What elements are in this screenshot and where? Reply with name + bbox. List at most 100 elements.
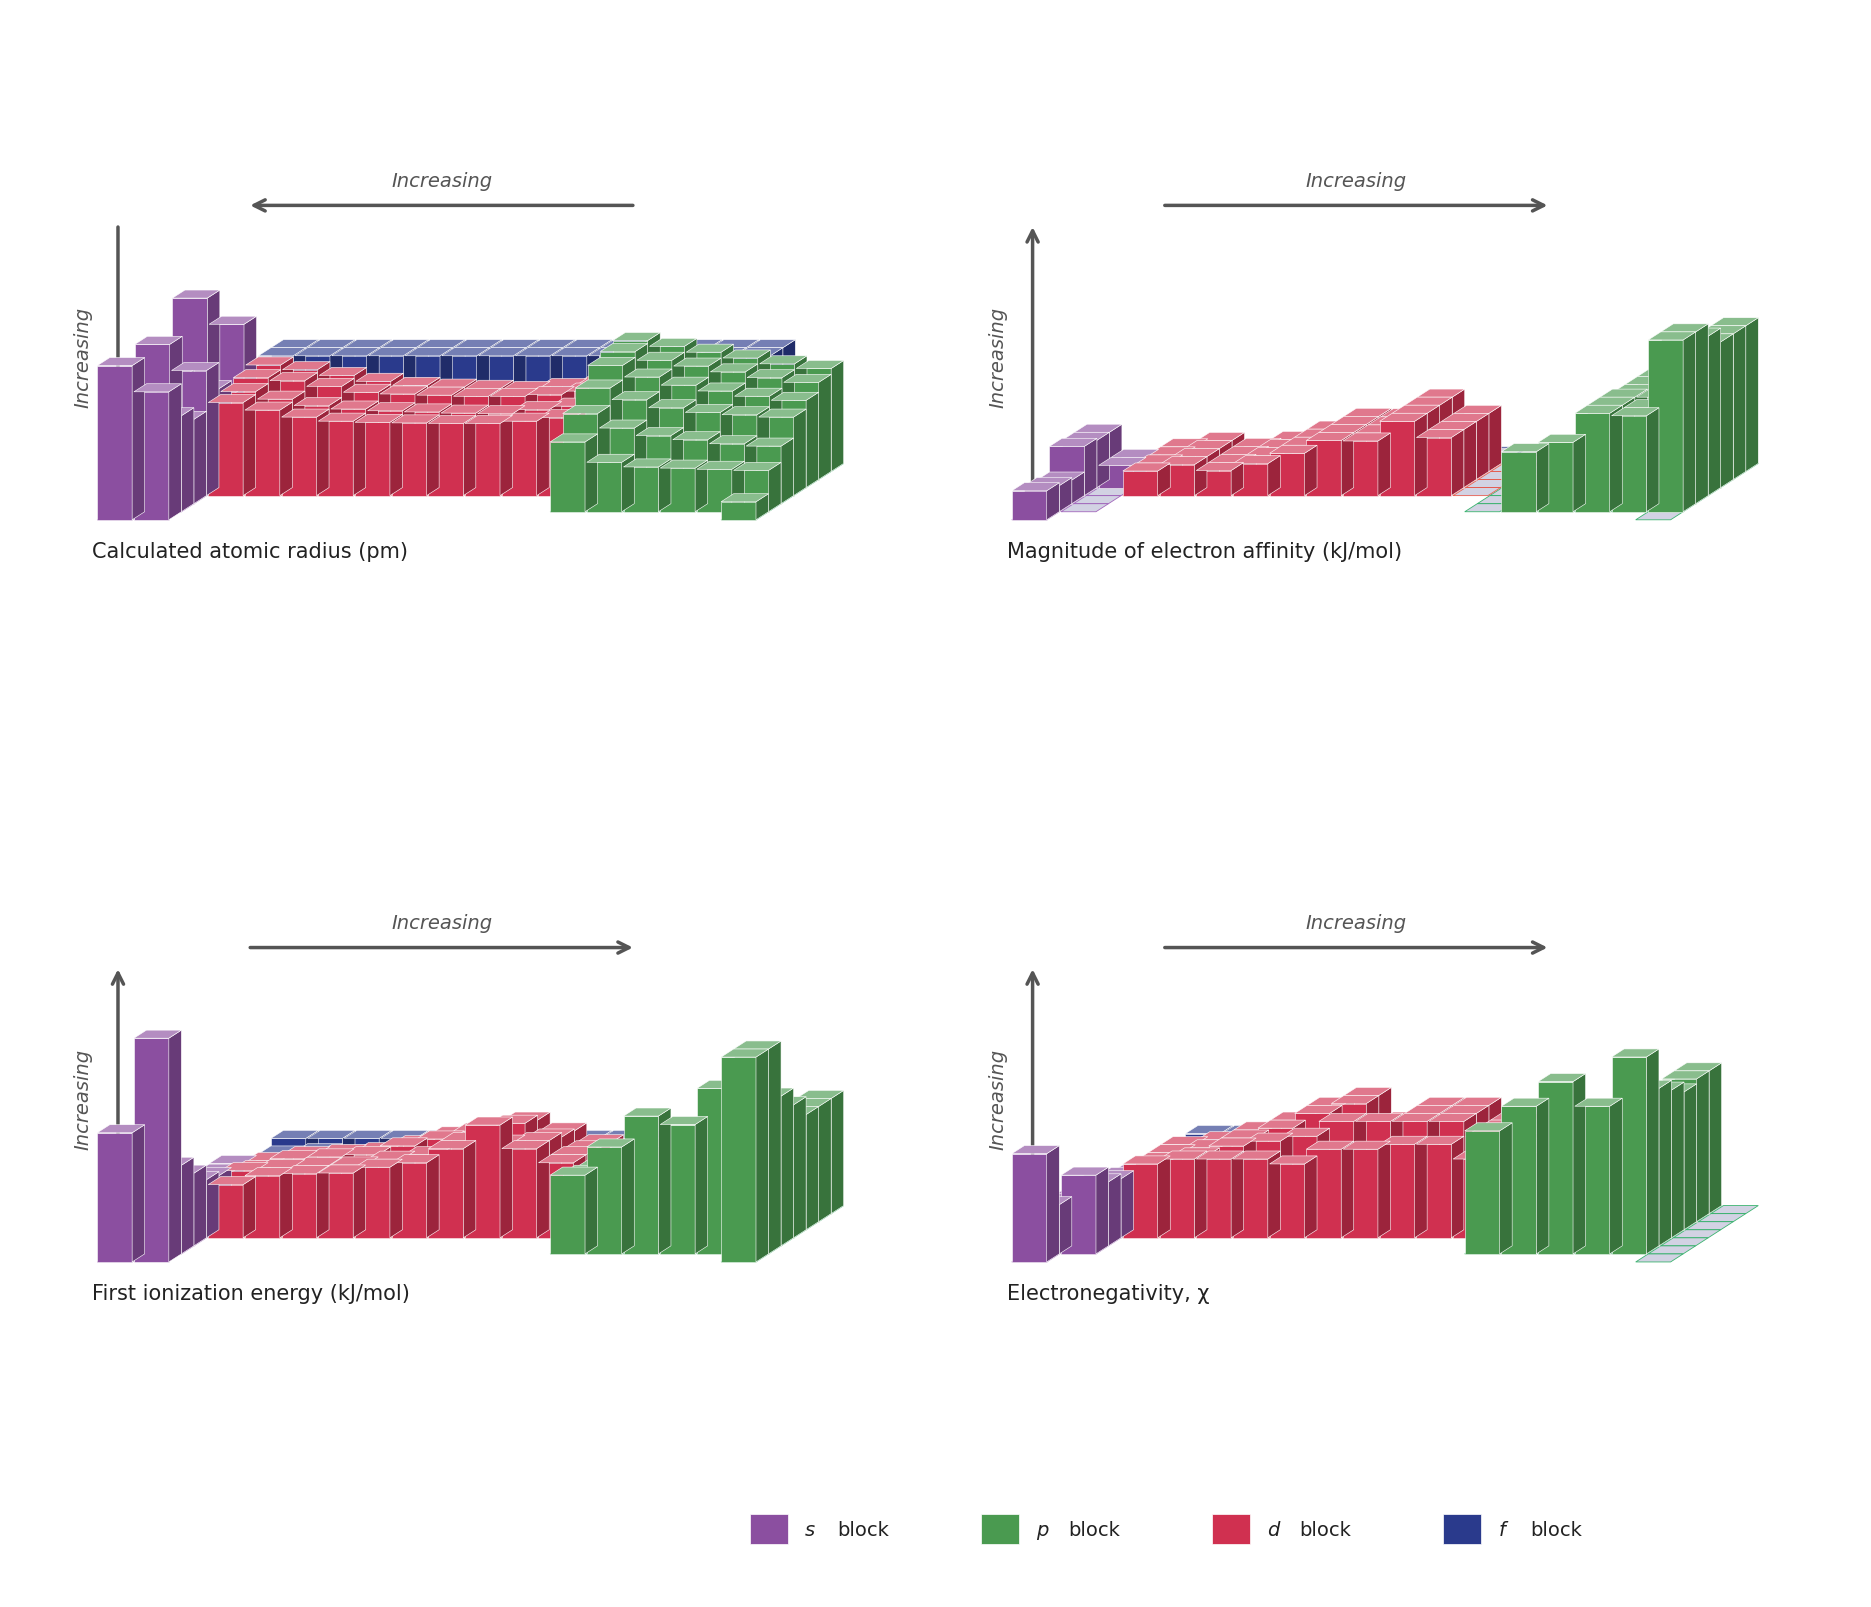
Polygon shape — [1660, 1091, 1673, 1221]
Polygon shape — [500, 416, 513, 497]
Polygon shape — [1671, 391, 1684, 497]
Polygon shape — [1527, 1117, 1575, 1125]
Polygon shape — [732, 461, 745, 513]
Polygon shape — [1222, 1127, 1270, 1135]
Polygon shape — [1343, 1088, 1392, 1096]
Polygon shape — [1295, 1213, 1342, 1221]
Polygon shape — [344, 1155, 378, 1221]
Polygon shape — [748, 1139, 782, 1197]
Polygon shape — [1635, 1102, 1648, 1213]
Polygon shape — [806, 394, 819, 489]
Polygon shape — [685, 1138, 733, 1146]
Polygon shape — [1564, 464, 1611, 472]
Polygon shape — [1416, 1136, 1463, 1144]
Polygon shape — [1319, 456, 1368, 464]
Polygon shape — [698, 1144, 733, 1229]
Polygon shape — [466, 416, 513, 424]
Polygon shape — [733, 349, 747, 464]
Polygon shape — [1209, 480, 1255, 489]
Polygon shape — [1527, 1205, 1575, 1213]
Polygon shape — [1562, 489, 1611, 497]
Polygon shape — [1231, 463, 1244, 497]
Polygon shape — [1429, 1114, 1476, 1122]
Polygon shape — [552, 480, 599, 489]
Polygon shape — [415, 387, 427, 480]
Polygon shape — [760, 357, 806, 365]
Polygon shape — [563, 1173, 597, 1245]
Polygon shape — [442, 456, 488, 464]
Polygon shape — [440, 349, 453, 464]
Polygon shape — [232, 387, 243, 480]
Polygon shape — [292, 392, 305, 489]
Polygon shape — [1575, 1099, 1622, 1107]
Polygon shape — [417, 1131, 466, 1139]
Polygon shape — [1222, 447, 1269, 455]
Polygon shape — [528, 1131, 574, 1139]
Polygon shape — [1186, 1189, 1233, 1197]
Polygon shape — [636, 1146, 672, 1245]
Polygon shape — [307, 1157, 342, 1221]
Polygon shape — [195, 382, 208, 480]
Polygon shape — [501, 1141, 550, 1149]
Polygon shape — [1306, 432, 1317, 472]
Polygon shape — [1516, 1120, 1562, 1128]
Polygon shape — [760, 464, 806, 472]
Polygon shape — [477, 480, 526, 489]
Polygon shape — [552, 399, 599, 407]
Polygon shape — [1577, 1135, 1624, 1143]
Polygon shape — [1209, 1144, 1220, 1205]
Polygon shape — [574, 379, 587, 472]
Polygon shape — [1392, 480, 1439, 489]
Polygon shape — [1502, 1139, 1551, 1147]
Polygon shape — [490, 1115, 537, 1123]
Polygon shape — [355, 382, 391, 472]
Polygon shape — [501, 1149, 537, 1237]
Polygon shape — [563, 497, 610, 505]
Polygon shape — [296, 1152, 329, 1205]
Polygon shape — [674, 472, 720, 480]
Polygon shape — [1319, 1152, 1355, 1205]
Polygon shape — [709, 1131, 720, 1221]
Polygon shape — [1635, 513, 1684, 521]
Polygon shape — [404, 349, 415, 464]
Polygon shape — [367, 403, 415, 411]
Polygon shape — [183, 480, 232, 489]
Polygon shape — [1587, 1237, 1635, 1245]
Polygon shape — [1063, 1221, 1110, 1229]
Polygon shape — [636, 1144, 685, 1152]
Polygon shape — [294, 407, 329, 489]
Polygon shape — [1087, 489, 1134, 497]
Polygon shape — [453, 1131, 488, 1221]
Polygon shape — [296, 1144, 342, 1152]
Polygon shape — [574, 1229, 623, 1237]
Polygon shape — [1637, 1091, 1673, 1213]
Polygon shape — [1282, 447, 1317, 489]
Polygon shape — [355, 415, 402, 423]
Polygon shape — [1037, 1194, 1085, 1202]
Polygon shape — [597, 1165, 610, 1245]
Polygon shape — [1160, 1136, 1209, 1146]
Polygon shape — [1588, 432, 1635, 440]
Polygon shape — [526, 1115, 537, 1221]
Polygon shape — [528, 1189, 574, 1197]
Polygon shape — [1454, 1159, 1487, 1237]
Polygon shape — [552, 407, 586, 489]
Polygon shape — [1602, 432, 1635, 472]
Polygon shape — [1270, 1229, 1317, 1237]
Polygon shape — [378, 386, 391, 480]
Polygon shape — [490, 448, 539, 456]
Polygon shape — [747, 447, 780, 505]
Polygon shape — [561, 1130, 574, 1221]
Polygon shape — [1370, 1127, 1416, 1135]
Polygon shape — [245, 1152, 294, 1160]
Polygon shape — [1246, 1152, 1282, 1205]
Polygon shape — [1392, 1139, 1403, 1205]
Polygon shape — [711, 472, 758, 480]
Polygon shape — [1269, 439, 1282, 472]
Polygon shape — [597, 407, 610, 505]
Polygon shape — [1635, 424, 1648, 472]
Polygon shape — [1158, 1155, 1169, 1237]
Polygon shape — [573, 1155, 586, 1237]
Polygon shape — [172, 464, 219, 472]
Polygon shape — [1295, 1127, 1343, 1135]
